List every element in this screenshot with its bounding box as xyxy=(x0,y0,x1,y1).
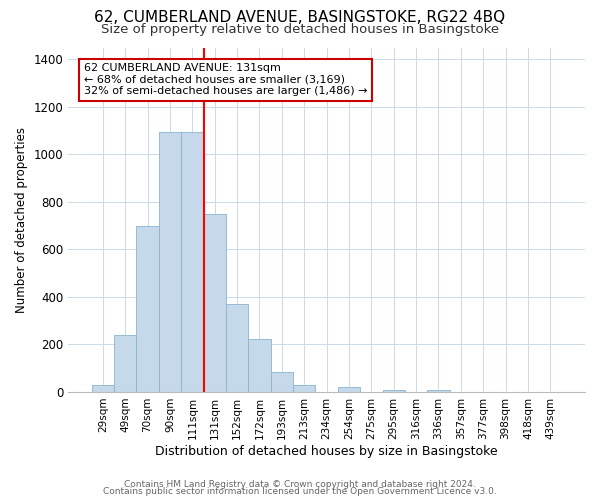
Bar xyxy=(226,304,248,392)
Y-axis label: Number of detached properties: Number of detached properties xyxy=(15,126,28,312)
Text: 62 CUMBERLAND AVENUE: 131sqm
← 68% of detached houses are smaller (3,169)
32% of: 62 CUMBERLAND AVENUE: 131sqm ← 68% of de… xyxy=(83,63,367,96)
Bar xyxy=(136,226,159,392)
Text: 62, CUMBERLAND AVENUE, BASINGSTOKE, RG22 4BQ: 62, CUMBERLAND AVENUE, BASINGSTOKE, RG22… xyxy=(94,10,506,25)
Bar xyxy=(427,390,449,392)
Bar xyxy=(248,338,271,392)
Text: Size of property relative to detached houses in Basingstoke: Size of property relative to detached ho… xyxy=(101,22,499,36)
Bar xyxy=(114,335,136,392)
Text: Contains HM Land Registry data © Crown copyright and database right 2024.: Contains HM Land Registry data © Crown c… xyxy=(124,480,476,489)
Bar xyxy=(338,387,360,392)
Bar xyxy=(181,132,203,392)
X-axis label: Distribution of detached houses by size in Basingstoke: Distribution of detached houses by size … xyxy=(155,444,498,458)
Bar xyxy=(159,132,181,392)
Bar xyxy=(203,214,226,392)
Bar xyxy=(271,372,293,392)
Text: Contains public sector information licensed under the Open Government Licence v3: Contains public sector information licen… xyxy=(103,487,497,496)
Bar xyxy=(293,385,316,392)
Bar xyxy=(383,390,405,392)
Bar xyxy=(92,385,114,392)
